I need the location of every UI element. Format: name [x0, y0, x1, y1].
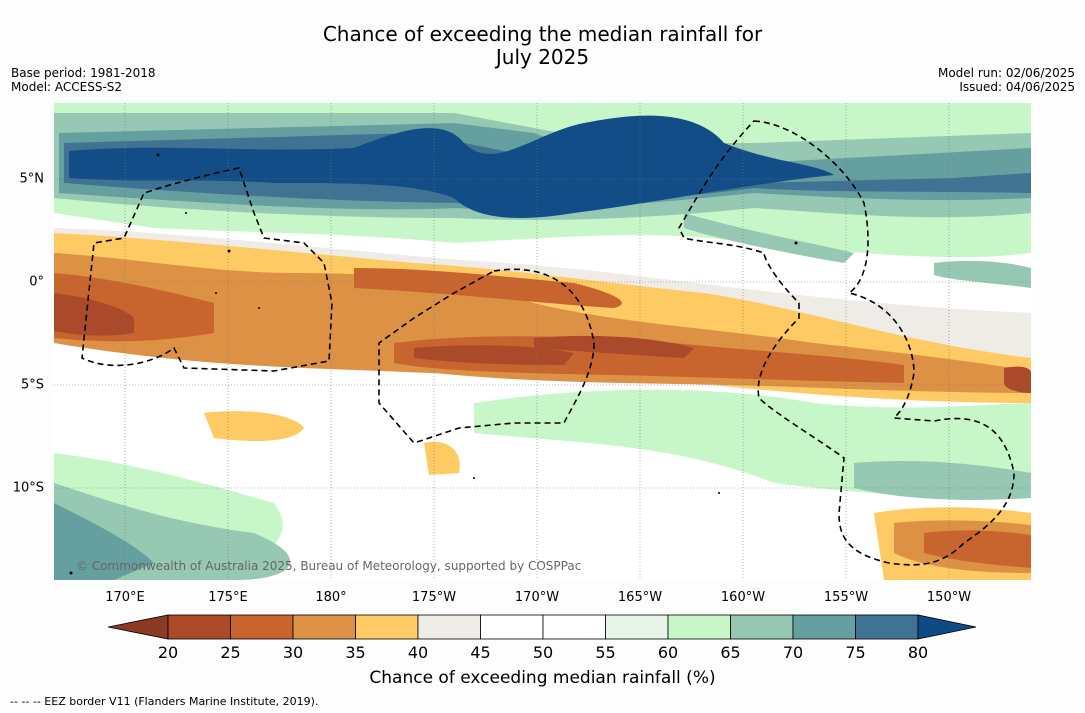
colorbar-segment [792, 614, 856, 640]
longitude-label: 155°W [823, 590, 869, 605]
longitude-label: 170°W [514, 590, 560, 605]
colorbar-tick-label: 50 [532, 643, 554, 662]
latitude-label: 0° [29, 274, 44, 290]
teal-zone [684, 213, 854, 263]
colorbar-segment [230, 614, 294, 640]
map-svg [54, 103, 1031, 580]
longitude-label: 175°W [411, 590, 457, 605]
south-orange-zone [204, 411, 304, 441]
colorbar-segment [355, 614, 419, 640]
longitude-label: 150°W [926, 590, 972, 605]
colorbar-segment [480, 614, 544, 640]
colorbar-tick-label: 60 [657, 643, 679, 662]
right-meta: Model run: 02/06/2025 Issued: 04/06/2025 [938, 66, 1075, 94]
colorbar-tick-label: 75 [845, 643, 866, 662]
dark-teal-zone [54, 503, 154, 580]
issued-text: Issued: 04/06/2025 [959, 80, 1075, 94]
colorbar-tick-label: 20 [157, 643, 179, 662]
colorbar-segment [292, 614, 356, 640]
south-orange-zone [424, 441, 460, 475]
colorbar-tick-label: 30 [282, 643, 304, 662]
islands [69, 153, 798, 575]
colorbar-over-arrow [917, 614, 977, 640]
eez-borders [81, 120, 1015, 566]
colorbar-segment [605, 614, 669, 640]
colorbar-tick-label: 55 [595, 643, 616, 662]
colorbar-tick-label: 40 [407, 643, 429, 662]
dry-band-red [354, 268, 622, 308]
latitude-label: 10°S [12, 480, 44, 496]
colorbar-tick-label: 80 [907, 643, 929, 662]
colorbar [108, 614, 977, 640]
colorbar-tick-label: 25 [220, 643, 241, 662]
map-credit: © Commonwealth of Australia 2025, Bureau… [76, 559, 582, 573]
teal-zone [934, 260, 1031, 288]
dry-band-darkred [414, 345, 574, 365]
longitude-label: 160°W [720, 590, 766, 605]
colorbar-segment [855, 614, 919, 640]
graticule [54, 103, 1031, 580]
dry-band-darkred [1004, 366, 1031, 393]
teal-zone [854, 461, 1031, 500]
colorbar-under-arrow [108, 614, 169, 640]
colorbar-tick-label: 45 [470, 643, 491, 662]
latitude-label: 5°N [19, 171, 45, 187]
model-text: Model: ACCESS-S2 [11, 80, 123, 94]
longitude-label: 175°E [208, 590, 248, 605]
latitude-label: 5°S [20, 377, 44, 393]
longitude-label: 165°W [617, 590, 663, 605]
eez-footnote: -- -- -- EEZ border V11 (Flanders Marine… [10, 695, 319, 708]
colorbar-segment [542, 614, 606, 640]
colorbar-segment [417, 614, 481, 640]
longitude-label: 170°E [105, 590, 145, 605]
model-run-text: Model run: 02/06/2025 [937, 66, 1075, 80]
colorbar-tick-label: 65 [720, 643, 741, 662]
dry-band-darkred [54, 293, 134, 336]
deep-blue-zone [69, 115, 834, 218]
colorbar-tick-label: 35 [345, 643, 366, 662]
colorbar-segment [730, 614, 794, 640]
base-period-text: Base period: 1981-2018 [11, 66, 156, 80]
dry-band-darkred [534, 335, 694, 358]
title-line-1: Chance of exceeding the median rainfall … [322, 22, 763, 46]
left-meta: Base period: 1981-2018 Model: ACCESS-S2 [11, 66, 156, 94]
south-se-red [924, 530, 1031, 568]
colorbar-label: Chance of exceeding median rainfall (%) [369, 668, 716, 688]
colorbar-segment [167, 614, 231, 640]
rainfall-probability-map: © Commonwealth of Australia 2025, Bureau… [54, 103, 1031, 580]
longitude-label: 180° [315, 590, 347, 605]
title-line-2: July 2025 [495, 45, 590, 69]
colorbar-tick-label: 70 [782, 643, 804, 662]
colorbar-segment [667, 614, 731, 640]
